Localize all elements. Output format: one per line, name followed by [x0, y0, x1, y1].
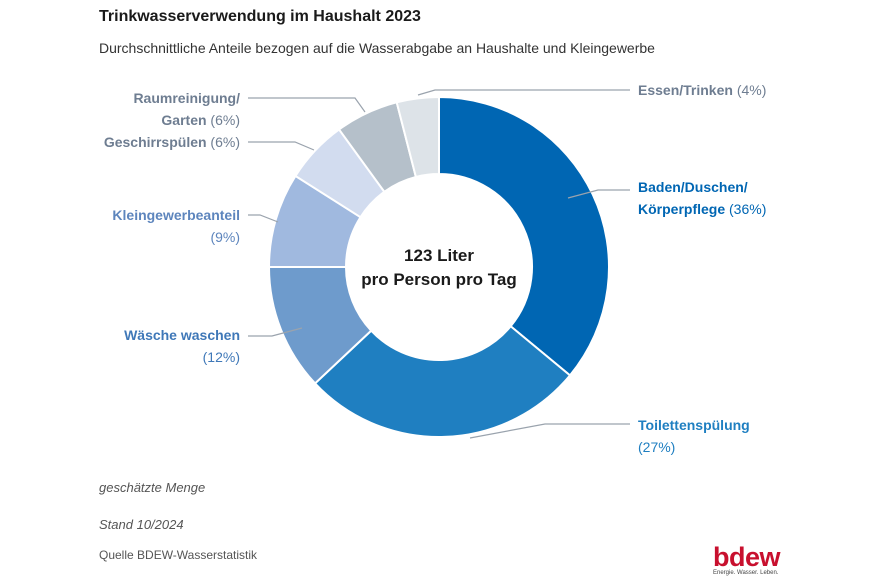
logo-wordmark: bdew [713, 542, 781, 572]
leader-line-6 [417, 89, 630, 96]
center-label-1: pro Person pro Tag [361, 270, 517, 289]
slice-0 [438, 95, 610, 377]
slice-value-3: (9%) [210, 229, 240, 245]
slice-label-5-0: Raumreinigung/ [133, 90, 240, 106]
source-note: Quelle BDEW-Wasserstatistik [99, 548, 258, 562]
slice-6 [395, 95, 440, 179]
slice-1 [313, 324, 572, 438]
slice-label-2-0: Wäsche waschen [124, 327, 240, 343]
leader-line-3 [248, 214, 279, 223]
leader-line-5 [248, 97, 366, 113]
estimate-note: geschätzte Menge [99, 480, 206, 495]
center-label-0: 123 Liter [404, 246, 474, 265]
slice-label-3-0: Kleingewerbeanteil [112, 207, 240, 223]
stand-note: Stand 10/2024 [99, 517, 184, 532]
slice-value-2: (12%) [203, 349, 240, 365]
slice-label-5-1: Garten (6%) [161, 112, 240, 128]
slice-value-1: (27%) [638, 439, 675, 455]
leader-line-2 [248, 327, 303, 337]
slice-label-0-0: Baden/Duschen/ [638, 179, 748, 195]
chart-title: Trinkwasserverwendung im Haushalt 2023 [99, 8, 421, 25]
bdew-logo: bdew Energie. Wasser. Leben. [713, 542, 781, 577]
slice-label-4-0: Geschirrspülen (6%) [104, 134, 240, 150]
leader-line-4 [248, 141, 315, 151]
logo-tagline: Energie. Wasser. Leben. [713, 570, 779, 576]
slice-label-0-1: Körperpflege (36%) [638, 201, 766, 217]
chart-subtitle: Durchschnittliche Anteile bezogen auf di… [99, 40, 655, 56]
leader-line-0 [567, 189, 630, 199]
slice-label-1-0: Toilettenspülung [638, 417, 750, 433]
leader-line-1 [469, 423, 630, 439]
slice-label-6-0: Essen/Trinken (4%) [638, 82, 766, 98]
